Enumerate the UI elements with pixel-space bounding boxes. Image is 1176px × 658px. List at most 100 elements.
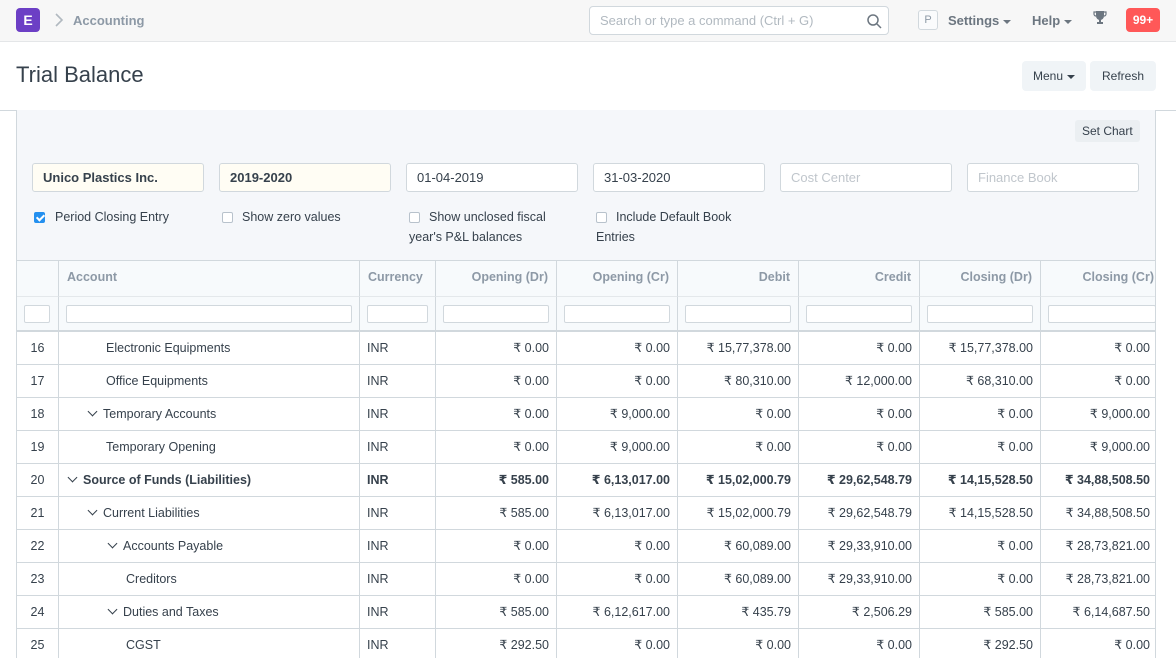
caret-down-icon [1003, 19, 1012, 24]
filter-input-credit[interactable] [806, 305, 912, 323]
opening-dr-cell: ₹ 0.00 [436, 530, 557, 562]
account-name[interactable]: CGST [59, 629, 360, 658]
opening-cr-cell: ₹ 6,13,017.00 [557, 464, 678, 496]
table-row[interactable]: 25 CGST INR ₹ 292.50 ₹ 0.00 ₹ 0.00 ₹ 0.0… [17, 629, 1155, 658]
filter-input-rownum[interactable] [24, 305, 50, 323]
filter-input-opening-dr[interactable] [443, 305, 549, 323]
set-chart-button[interactable]: Set Chart [1075, 120, 1140, 142]
finance-book-field[interactable]: Finance Book [967, 163, 1139, 192]
breadcrumb[interactable]: Accounting [73, 13, 145, 28]
table-row[interactable]: 17 Office Equipments INR ₹ 0.00 ₹ 0.00 ₹… [17, 365, 1155, 398]
col-account[interactable]: Account [59, 261, 360, 296]
account-name[interactable]: Creditors [59, 563, 360, 595]
opening-dr-cell: ₹ 0.00 [436, 431, 557, 463]
table-row[interactable]: 19 Temporary Opening INR ₹ 0.00 ₹ 9,000.… [17, 431, 1155, 464]
table-row[interactable]: 23 Creditors INR ₹ 0.00 ₹ 0.00 ₹ 60,089.… [17, 563, 1155, 596]
cost-center-field[interactable]: Cost Center [780, 163, 952, 192]
app-logo[interactable]: E [16, 8, 40, 32]
account-name[interactable]: Temporary Opening [59, 431, 360, 463]
filter-cell [920, 296, 1041, 331]
period-closing-checkbox[interactable] [34, 212, 45, 223]
show-zero-label: Show zero values [242, 210, 341, 224]
col-opening-cr[interactable]: Opening (Cr) [557, 261, 678, 296]
table-row[interactable]: 22 Accounts Payable INR ₹ 0.00 ₹ 0.00 ₹ … [17, 530, 1155, 563]
row-number: 23 [17, 563, 59, 595]
filter-input-account[interactable] [66, 305, 352, 323]
table-row[interactable]: 21 Current Liabilities INR ₹ 585.00 ₹ 6,… [17, 497, 1155, 530]
closing-cr-cell: ₹ 34,88,508.50 [1064, 473, 1150, 487]
menu-button[interactable]: Menu [1022, 61, 1086, 91]
closing-dr-cell: ₹ 68,310.00 [920, 365, 1041, 397]
closing-dr-cell: ₹ 15,77,378.00 [920, 332, 1041, 364]
col-debit[interactable]: Debit [678, 261, 799, 296]
refresh-button[interactable]: Refresh [1090, 61, 1156, 91]
table-row[interactable]: 24 Duties and Taxes INR ₹ 585.00 ₹ 6,12,… [17, 596, 1155, 629]
filter-cell [1041, 296, 1155, 331]
search-icon[interactable] [866, 13, 882, 29]
fiscal-year-field[interactable]: 2019-2020 [219, 163, 391, 192]
to-date-field[interactable]: 31-03-2020 [593, 163, 765, 192]
filter-input-debit[interactable] [685, 305, 791, 323]
include-default-label-2: Entries [596, 230, 635, 244]
debit-cell: ₹ 0.00 [678, 431, 799, 463]
search-input[interactable] [590, 7, 850, 34]
company-field[interactable]: Unico Plastics Inc. [32, 163, 204, 192]
col-credit[interactable]: Credit [799, 261, 920, 296]
filter-cell [799, 296, 920, 331]
row-number: 18 [17, 398, 59, 430]
credit-cell: ₹ 29,33,910.00 [799, 530, 920, 562]
help-dropdown[interactable]: Help [1032, 13, 1073, 28]
col-opening-dr[interactable]: Opening (Dr) [436, 261, 557, 296]
chevron-down-icon[interactable] [107, 538, 118, 549]
account-label: Temporary Accounts [103, 407, 217, 421]
filter-input-closing-dr[interactable] [927, 305, 1033, 323]
col-currency[interactable]: Currency [360, 261, 436, 296]
opening-cr-cell: ₹ 6,13,017.00 [557, 497, 678, 529]
settings-dropdown[interactable]: Settings [948, 13, 1012, 28]
currency-cell: INR [360, 464, 436, 496]
trophy-icon[interactable] [1093, 10, 1107, 26]
opening-cr-cell: ₹ 9,000.00 [557, 431, 678, 463]
notifications-badge[interactable]: 99+ [1126, 8, 1160, 32]
filter-input-currency[interactable] [367, 305, 428, 323]
col-closing-dr[interactable]: Closing (Dr) [920, 261, 1041, 296]
avatar[interactable]: P [918, 10, 938, 30]
chevron-down-icon[interactable] [107, 604, 118, 615]
table-row[interactable]: 16 Electronic Equipments INR ₹ 0.00 ₹ 0.… [17, 332, 1155, 365]
from-date-field[interactable]: 01-04-2019 [406, 163, 578, 192]
table-row[interactable]: 20 Source of Funds (Liabilities) INR ₹ 5… [17, 464, 1155, 497]
closing-cr-cell: ₹ 0.00 [1114, 341, 1150, 355]
credit-cell: ₹ 0.00 [799, 431, 920, 463]
filter-input-closing-cr[interactable] [1048, 305, 1155, 323]
closing-dr-cell: ₹ 0.00 [920, 398, 1041, 430]
col-closing-cr[interactable]: Closing (Cr) [1082, 270, 1154, 284]
chevron-down-icon[interactable] [87, 505, 98, 516]
filter-cell [557, 296, 678, 331]
credit-cell: ₹ 0.00 [799, 332, 920, 364]
currency-cell: INR [360, 629, 436, 658]
show-unclosed-checkbox[interactable] [409, 212, 420, 223]
account-name[interactable]: Source of Funds (Liabilities) [59, 464, 360, 496]
filter-input-opening-cr[interactable] [564, 305, 670, 323]
account-name[interactable]: Accounts Payable [59, 530, 360, 562]
account-label: Duties and Taxes [123, 605, 219, 619]
opening-dr-cell: ₹ 0.00 [436, 365, 557, 397]
account-name[interactable]: Temporary Accounts [59, 398, 360, 430]
row-number: 22 [17, 530, 59, 562]
chevron-down-icon[interactable] [87, 406, 98, 417]
account-name[interactable]: Office Equipments [59, 365, 360, 397]
show-zero-checkbox[interactable] [222, 212, 233, 223]
col-rownum [17, 261, 59, 296]
closing-cr-cell: ₹ 9,000.00 [1089, 407, 1150, 421]
account-name[interactable]: Duties and Taxes [59, 596, 360, 628]
opening-dr-cell: ₹ 0.00 [436, 563, 557, 595]
chevron-down-icon[interactable] [67, 472, 78, 483]
include-default-checkbox[interactable] [596, 212, 607, 223]
currency-cell: INR [360, 398, 436, 430]
account-name[interactable]: Current Liabilities [59, 497, 360, 529]
row-number: 21 [17, 497, 59, 529]
table-row[interactable]: 18 Temporary Accounts INR ₹ 0.00 ₹ 9,000… [17, 398, 1155, 431]
table-header: Account Currency Opening (Dr) Opening (C… [17, 261, 1155, 332]
account-name[interactable]: Electronic Equipments [59, 332, 360, 364]
currency-cell: INR [360, 497, 436, 529]
